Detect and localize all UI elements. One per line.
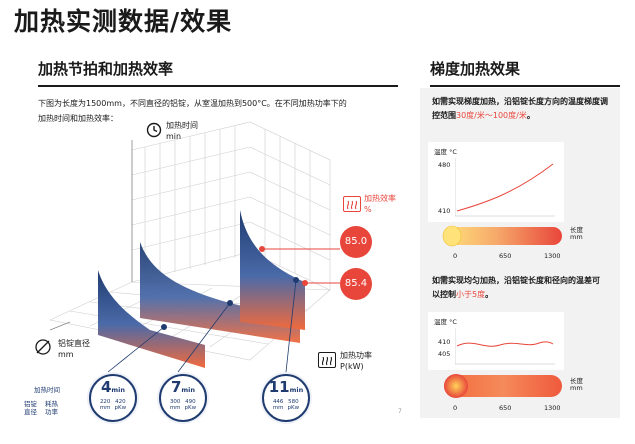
gradient-text-highlight: 30度/米～100度/米 bbox=[456, 111, 527, 120]
time-axis-title: 加热时间 bbox=[166, 121, 198, 130]
efficiency-axis-title: 加热效率 bbox=[364, 194, 396, 203]
section-divider bbox=[38, 85, 398, 87]
uniform-text-end: 。 bbox=[485, 290, 494, 299]
surface-220mm bbox=[98, 270, 205, 368]
power-axis-title: 加热功率 bbox=[340, 351, 372, 360]
power-axis-label: 加热功率 P(kW) bbox=[340, 350, 372, 372]
intro-line-2: 加热时间和加热效率： bbox=[38, 114, 118, 123]
chart1-xtick-1300: 1300 bbox=[544, 252, 561, 260]
circle-diameter: 220 bbox=[99, 399, 111, 405]
chart2-xtick-650: 650 bbox=[499, 404, 512, 412]
clock-icon bbox=[146, 122, 162, 142]
legend-columns: 铝锭 直径 耗热 功率 bbox=[24, 400, 60, 416]
chart1-ytick-top: 480 bbox=[438, 161, 451, 169]
uniform-text-highlight: 小于5度 bbox=[456, 290, 486, 299]
chart2-ytick-top: 410 bbox=[438, 338, 451, 346]
circle-time-unit: min bbox=[289, 386, 304, 394]
efficiency-value-1: 85.0 bbox=[340, 226, 372, 258]
chart1-xtick-650: 650 bbox=[499, 252, 512, 260]
chart1-ylabel: 温度 °C bbox=[434, 148, 457, 156]
uniform-curve-chart bbox=[455, 328, 555, 365]
gradient-curve bbox=[456, 163, 554, 212]
circle-diameter: 446 bbox=[272, 399, 284, 405]
gradient-text-end: 。 bbox=[526, 111, 535, 120]
uniform-chart-card bbox=[428, 312, 564, 370]
heat-icon bbox=[343, 196, 361, 212]
chart2-ylabel: 温度 °C bbox=[434, 318, 457, 326]
time-axis-unit: min bbox=[166, 132, 182, 141]
power-icon bbox=[318, 352, 336, 368]
uniform-text: 如需实现均匀加热，沿铝锭长度和径向的温差可以控制小于5度。 bbox=[432, 274, 602, 302]
time-circle-7min: 7min 300 mm 490 pKw bbox=[159, 374, 207, 422]
circle-power: 580 bbox=[288, 399, 299, 405]
time-leaders bbox=[107, 279, 297, 373]
time-circle-11min: 11min 446 mm 580 pKw bbox=[262, 374, 310, 422]
surface-446mm bbox=[240, 210, 305, 330]
section-title-gradient: 梯度加热效果 bbox=[430, 60, 521, 78]
power-axis-unit: P(kW) bbox=[340, 362, 364, 371]
efficiency-axis-unit: % bbox=[364, 205, 372, 214]
circle-time: 11 bbox=[268, 378, 290, 396]
circle-time-unit: min bbox=[181, 386, 196, 394]
circle-power: 490 bbox=[185, 399, 196, 405]
chart2-ytick-bottom: 405 bbox=[438, 350, 451, 358]
page-title: 加热实测数据/效果 bbox=[14, 7, 233, 36]
chart2-xtick-1300: 1300 bbox=[544, 404, 561, 412]
circle-power: 420 bbox=[115, 399, 126, 405]
circle-time: 7 bbox=[170, 378, 182, 396]
circle-time-unit: min bbox=[111, 386, 126, 394]
legend-power: 耗热 功率 bbox=[45, 400, 58, 416]
legend-title: 加热时间 bbox=[34, 386, 60, 394]
uniform-bar bbox=[444, 374, 562, 398]
gradient-curve-chart bbox=[455, 158, 555, 217]
time-circle-4min: 4min 220 mm 420 pKw bbox=[89, 374, 137, 422]
heating-3d-chart bbox=[49, 121, 340, 373]
intro-line-1: 下图为长度为1500mm，不同直径的铝锭，从室温加热到500°C。在不同加热功率… bbox=[38, 99, 347, 108]
gradient-chart-card bbox=[428, 142, 564, 222]
diameter-axis-title: 铝锭直径 bbox=[58, 339, 90, 348]
diameter-axis-label: 铝锭直径 mm bbox=[58, 338, 90, 360]
time-axis-label: 加热时间 min bbox=[166, 120, 198, 142]
heating-efficiency-section: 加热节拍和加热效率 下图为长度为1500mm，不同直径的铝锭，从室温加热到500… bbox=[38, 58, 398, 438]
chart1-xlabel: 长度 mm bbox=[570, 226, 583, 241]
chart1-xtick-0: 0 bbox=[453, 252, 458, 260]
circle-time: 4 bbox=[100, 378, 112, 396]
section-divider-right bbox=[430, 85, 620, 87]
section-title-heating-efficiency: 加热节拍和加热效率 bbox=[38, 60, 174, 78]
circle-diameter-unit: mm bbox=[272, 405, 284, 411]
gradient-heating-header: 梯度加热效果 bbox=[410, 58, 620, 87]
efficiency-axis-label: 加热效率 % bbox=[364, 193, 396, 215]
circle-power-unit: pKw bbox=[287, 405, 300, 411]
diameter-axis-unit: mm bbox=[58, 350, 74, 359]
diameter-icon bbox=[34, 338, 52, 360]
gradient-text-main: 如需实现梯度加热，沿铝锭长度方向的温度梯度调控范围 bbox=[432, 97, 608, 120]
diameter-axis bbox=[49, 321, 71, 331]
chart1-ytick-bottom: 410 bbox=[438, 207, 451, 215]
intro-text: 下图为长度为1500mm，不同直径的铝锭，从室温加热到500°C。在不同加热功率… bbox=[38, 96, 398, 126]
efficiency-value-2: 85.4 bbox=[340, 268, 372, 300]
uniform-curve bbox=[456, 341, 554, 347]
circle-diameter: 300 bbox=[169, 399, 181, 405]
gradient-text: 如需实现梯度加热，沿铝锭长度方向的温度梯度调控范围30度/米～100度/米。 bbox=[432, 95, 612, 123]
legend: 加热时间 铝锭 直径 耗热 功率 bbox=[24, 384, 60, 416]
gradient-bar bbox=[442, 225, 562, 247]
circle-diameter-unit: mm bbox=[99, 405, 111, 411]
circle-power-unit: pKw bbox=[184, 405, 197, 411]
efficiency-leaders bbox=[262, 248, 340, 284]
circle-diameter-unit: mm bbox=[169, 405, 181, 411]
legend-diameter: 铝锭 直径 bbox=[24, 400, 37, 416]
chart2-xtick-0: 0 bbox=[453, 404, 458, 412]
page-number: 7 bbox=[398, 408, 402, 415]
uniform-text-main: 如需实现均匀加热，沿铝锭长度和径向的温差可以控制 bbox=[432, 276, 600, 299]
chart2-xlabel: 长度 mm bbox=[570, 377, 583, 392]
circle-power-unit: pKw bbox=[114, 405, 127, 411]
